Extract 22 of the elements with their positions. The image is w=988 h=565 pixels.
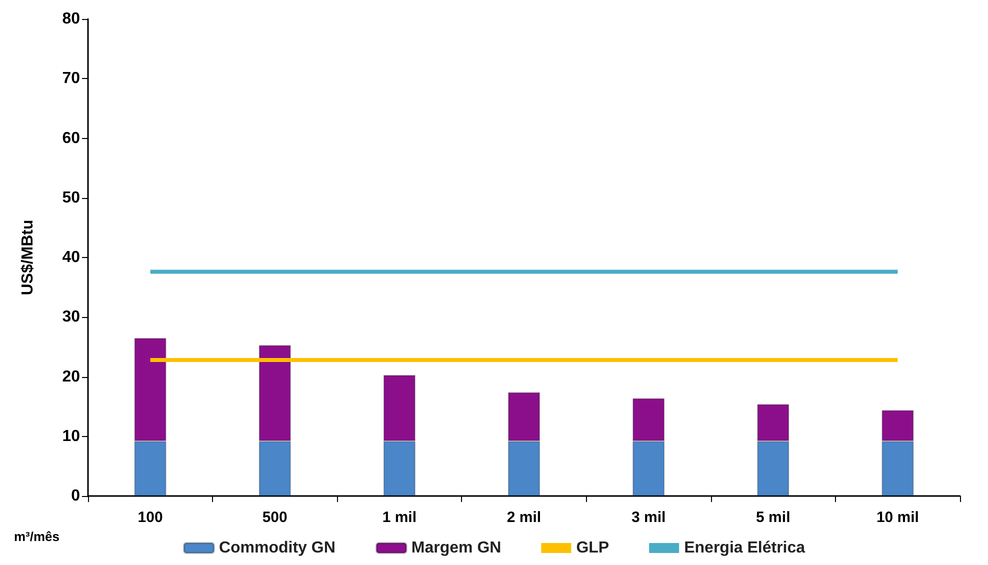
- x-tick-label: 100: [138, 509, 163, 526]
- x-tick-label: 500: [262, 509, 288, 526]
- x-tick-label: 5 mil: [756, 509, 790, 526]
- y-tick-label: 70: [62, 70, 80, 88]
- y-axis-title: US$/MBtu: [20, 220, 36, 296]
- y-tick-label: 10: [62, 428, 80, 445]
- legend-label: Energia Elétrica: [684, 540, 806, 556]
- x-tick-label: 3 mil: [631, 509, 666, 526]
- legend-label: Margem GN: [411, 540, 502, 556]
- y-tick-label: 0: [71, 488, 80, 504]
- legend-label: GLP: [576, 540, 610, 556]
- y-tick-label: 80: [62, 10, 80, 28]
- y-tick-label: 50: [62, 189, 80, 206]
- x-tick-label: 10 mil: [876, 509, 919, 526]
- x-axis-title: m³/mês: [14, 529, 60, 544]
- y-tick-label: 20: [62, 368, 80, 386]
- y-tick-label: 60: [62, 130, 80, 147]
- y-tick-label: 40: [62, 249, 80, 266]
- y-tick-label: 30: [62, 308, 80, 326]
- legend-label: Commodity GN: [218, 540, 336, 556]
- x-tick-label: 2 mil: [506, 509, 542, 526]
- x-tick-label: 1 mil: [382, 509, 417, 526]
